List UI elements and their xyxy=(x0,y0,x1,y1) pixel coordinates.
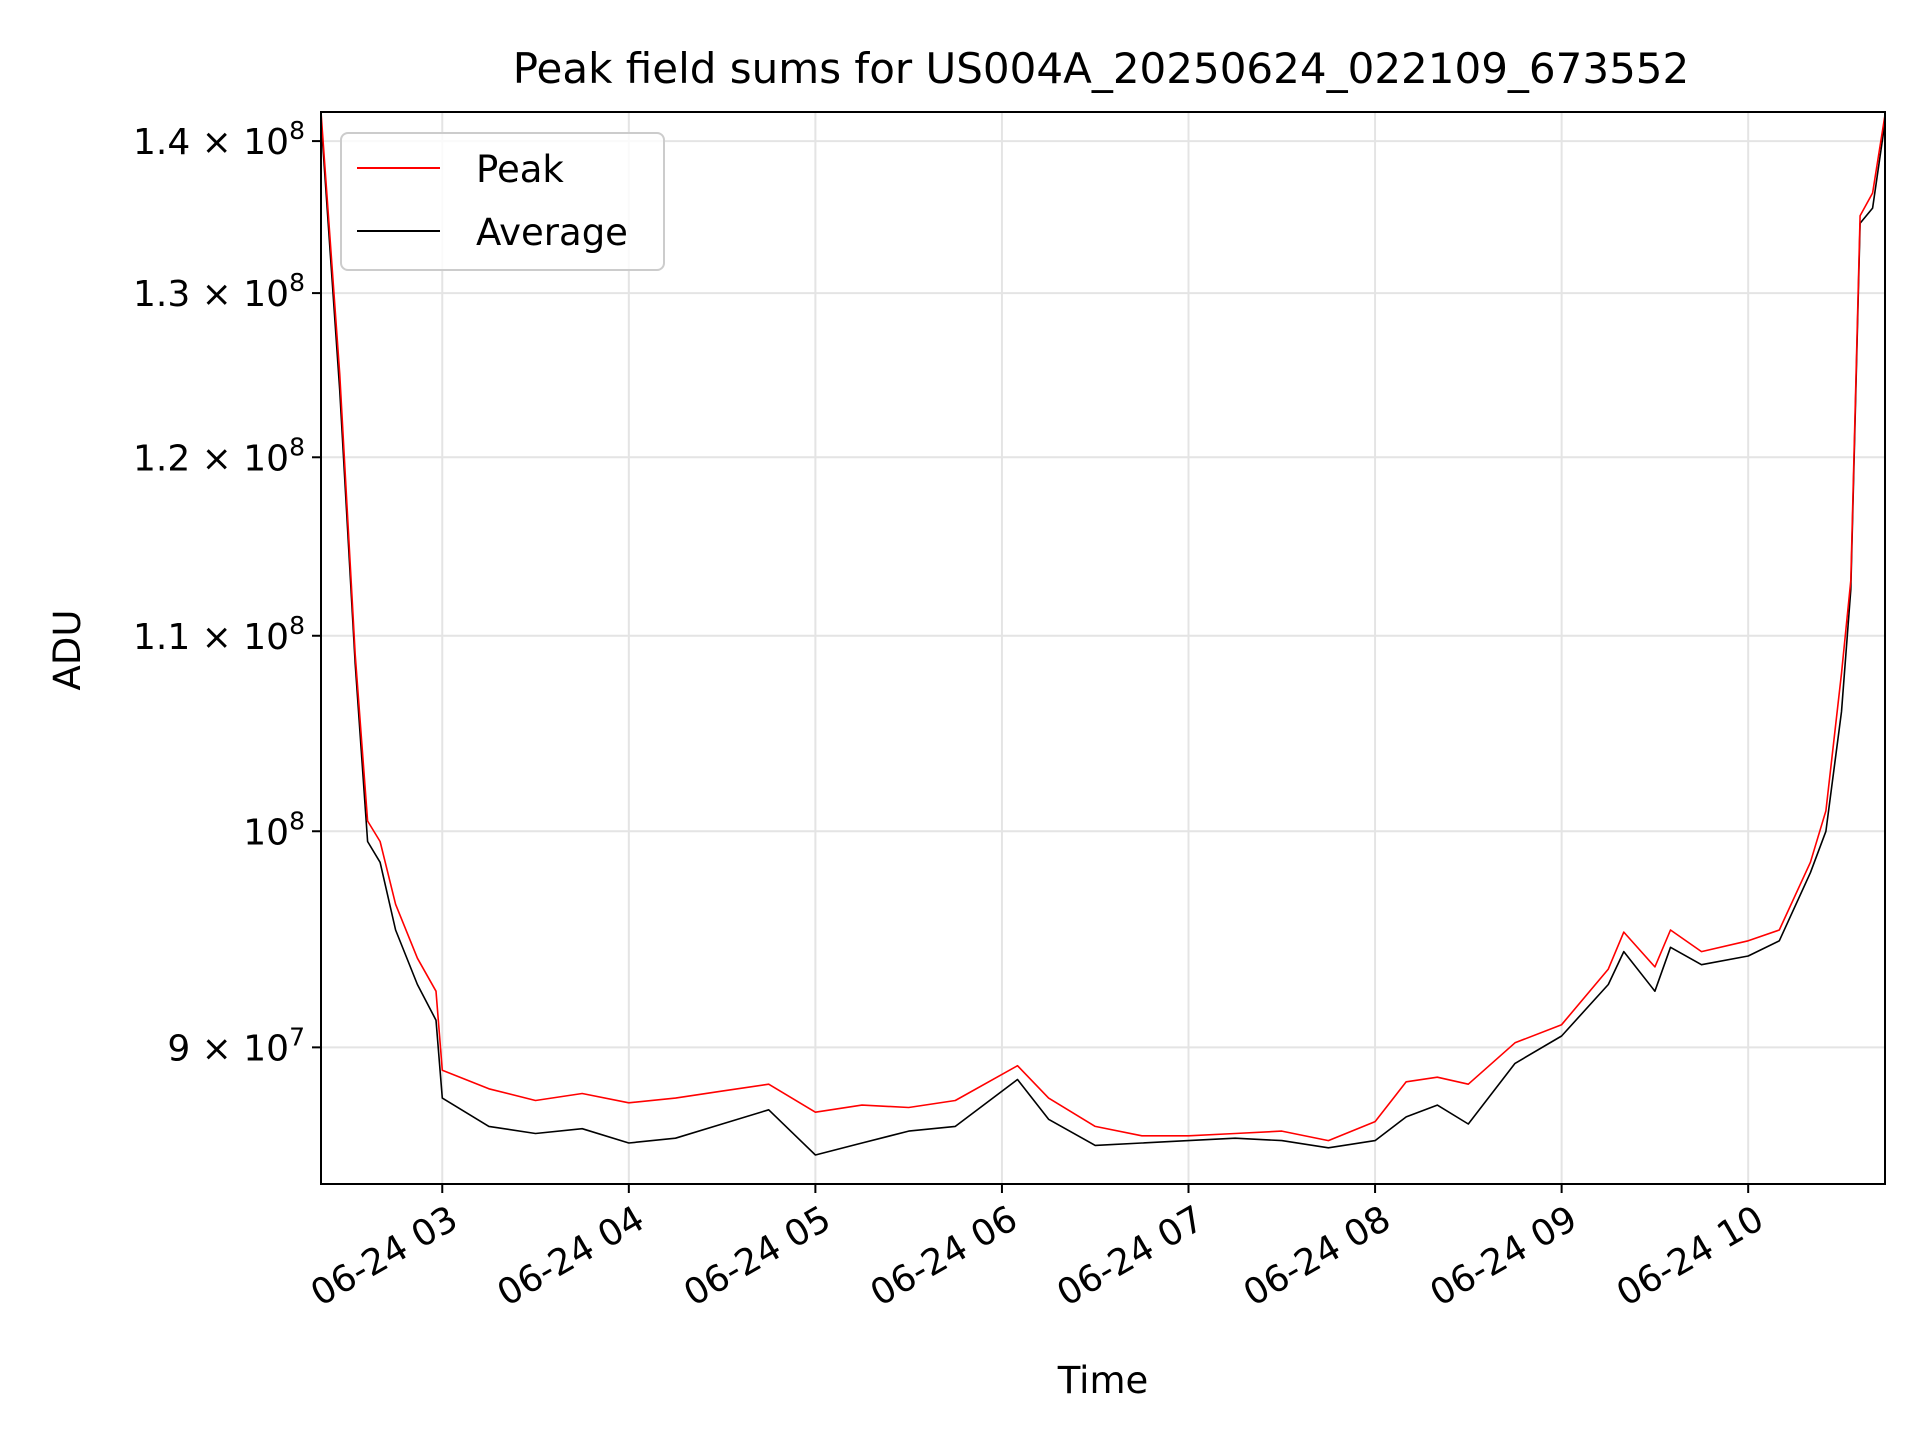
legend-label-average: Average xyxy=(476,211,628,254)
grid xyxy=(321,112,1885,1184)
chart-title: Peak field sums for US004A_20250624_0221… xyxy=(513,44,1690,93)
y-tick-label: 1.2 × 108 xyxy=(133,432,305,479)
y-tick-label: 1.4 × 108 xyxy=(133,116,305,163)
series-line-peak xyxy=(320,111,1886,1142)
y-tick-label: 108 xyxy=(243,806,305,853)
y-tick-label: 1.1 × 108 xyxy=(133,611,305,658)
series-layer xyxy=(320,111,1886,1156)
legend: Peak Average xyxy=(340,132,665,271)
legend-label-peak: Peak xyxy=(476,148,564,191)
plot-frame xyxy=(320,111,1886,1185)
y-axis-label: ADU xyxy=(46,610,89,691)
y-axis: 9 × 107 108 1.1 × 108 1.2 × 108 1.3 × 108 1.4… xyxy=(133,116,321,1069)
y-tick-label: 9 × 107 xyxy=(167,1022,305,1069)
x-axis-label: Time xyxy=(1057,1359,1149,1402)
series-line-average xyxy=(320,119,1886,1156)
y-tick-label: 1.3 × 108 xyxy=(133,268,305,315)
